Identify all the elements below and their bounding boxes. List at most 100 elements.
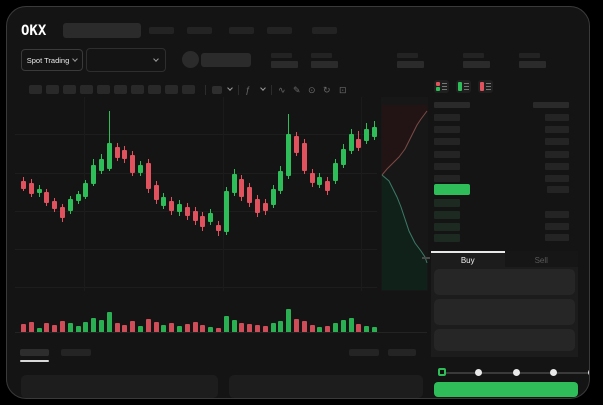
candle: [122, 150, 128, 159]
bid-price-placeholder: [434, 211, 460, 219]
tab-buy[interactable]: Buy: [431, 251, 505, 267]
orderbook-bid-row[interactable]: [431, 234, 578, 243]
stat-value: [397, 61, 424, 68]
search-input[interactable]: [63, 23, 141, 38]
fullscreen-icon[interactable]: ⊡: [339, 85, 347, 95]
candle: [52, 201, 58, 209]
bottom-action-placeholder[interactable]: [349, 349, 379, 356]
interval-button[interactable]: [80, 85, 93, 94]
bottom-tab-inactive[interactable]: [61, 349, 91, 356]
slider-stop[interactable]: [588, 369, 589, 376]
market-type-dropdown[interactable]: Spot Trading: [21, 49, 83, 71]
slider-stop[interactable]: [550, 369, 557, 376]
volume-bar: [278, 321, 284, 332]
interval-button[interactable]: [182, 85, 195, 94]
combined-book-icon[interactable]: [434, 80, 449, 93]
volume-bar: [239, 323, 245, 332]
order-input[interactable]: [434, 299, 575, 325]
stat-value: [463, 61, 490, 68]
chevron-down-icon[interactable]: [227, 85, 233, 91]
ask-amount-placeholder: [545, 126, 569, 133]
candle: [67, 199, 73, 211]
nav-item[interactable]: [229, 27, 254, 34]
slider-stop[interactable]: [475, 369, 482, 376]
gridline-h: [15, 287, 377, 288]
candle: [223, 191, 229, 232]
candle: [161, 197, 167, 206]
interval-button[interactable]: [29, 85, 42, 94]
tab-sell[interactable]: Sell: [504, 251, 578, 267]
interval-button[interactable]: [63, 85, 76, 94]
orderbook-ask-row[interactable]: [431, 126, 578, 135]
orderbook-ask-row[interactable]: [431, 151, 578, 160]
nav-item[interactable]: [149, 27, 174, 34]
candle: [317, 177, 323, 185]
orders-panel-right: [229, 375, 423, 398]
nav-item[interactable]: [312, 27, 337, 34]
bids-only-icon[interactable]: [456, 80, 471, 93]
candle: [28, 183, 34, 194]
volume-bar: [106, 312, 112, 332]
stat-label: [311, 53, 332, 58]
slider-stop[interactable]: [513, 369, 520, 376]
candle: [75, 194, 81, 201]
volume-bar: [364, 326, 370, 332]
app-window: OKX Spot Trading ƒ ∿ ✎ ⊙ ↻ ⊡: [6, 6, 590, 399]
candle: [216, 225, 221, 231]
candle: [340, 149, 346, 165]
orderbook-bid-row[interactable]: [431, 223, 578, 232]
interval-button[interactable]: [46, 85, 59, 94]
interval-button[interactable]: [114, 85, 127, 94]
candle: [247, 187, 253, 203]
candle: [91, 165, 97, 184]
volume-bar: [301, 321, 307, 332]
interval-button[interactable]: [165, 85, 178, 94]
candle: [184, 207, 190, 216]
candle: [60, 207, 65, 218]
pair-selector-dropdown[interactable]: [86, 48, 166, 72]
candle: [21, 181, 26, 189]
snapshot-icon[interactable]: ⊙: [308, 85, 316, 95]
bottom-tab-active[interactable]: [20, 349, 49, 356]
last-price-amount-placeholder: [547, 186, 569, 193]
slider-handle[interactable]: [438, 368, 446, 376]
okx-logo[interactable]: OKX: [21, 23, 47, 39]
interval-button[interactable]: [148, 85, 161, 94]
interval-button[interactable]: [97, 85, 110, 94]
orderbook-bid-row[interactable]: [431, 199, 578, 208]
orderbook-ask-row[interactable]: [431, 163, 578, 172]
interval-button[interactable]: [131, 85, 144, 94]
order-input[interactable]: [434, 269, 575, 295]
candle-type-icon[interactable]: [212, 86, 222, 94]
nav-item[interactable]: [187, 27, 212, 34]
orderbook-ask-row[interactable]: [431, 175, 578, 184]
volume-bar: [36, 328, 42, 332]
asks-only-icon[interactable]: [478, 80, 493, 93]
orderbook-bid-row[interactable]: [431, 211, 578, 220]
orderbook-ask-row[interactable]: [431, 114, 578, 123]
ask-price-placeholder: [434, 114, 460, 121]
market-type-label: Spot Trading: [26, 55, 70, 65]
volume-bar: [223, 316, 229, 332]
nav-item[interactable]: [267, 27, 292, 34]
volume-bar: [200, 325, 206, 332]
bid-amount-placeholder: [545, 234, 569, 241]
volume-bar: [122, 325, 128, 332]
bottom-action-placeholder[interactable]: [388, 349, 416, 356]
order-input[interactable]: [434, 329, 575, 351]
chevron-down-icon: [72, 56, 79, 62]
orderbook-ask-row[interactable]: [431, 138, 578, 147]
line-tool-icon[interactable]: ∿: [278, 85, 286, 95]
ask-price-placeholder: [434, 151, 460, 158]
refresh-icon[interactable]: ↻: [323, 85, 331, 95]
ask-price-placeholder: [434, 163, 460, 170]
volume-bar: [270, 323, 276, 332]
ask-amount-placeholder: [545, 114, 569, 121]
draw-icon[interactable]: ✎: [293, 85, 301, 95]
indicators-icon[interactable]: ƒ: [245, 85, 251, 95]
candle: [301, 143, 307, 171]
stat-label: [397, 53, 418, 58]
ask-amount-placeholder: [545, 138, 569, 145]
chevron-down-icon[interactable]: [260, 85, 266, 91]
buy-button[interactable]: [434, 382, 578, 397]
